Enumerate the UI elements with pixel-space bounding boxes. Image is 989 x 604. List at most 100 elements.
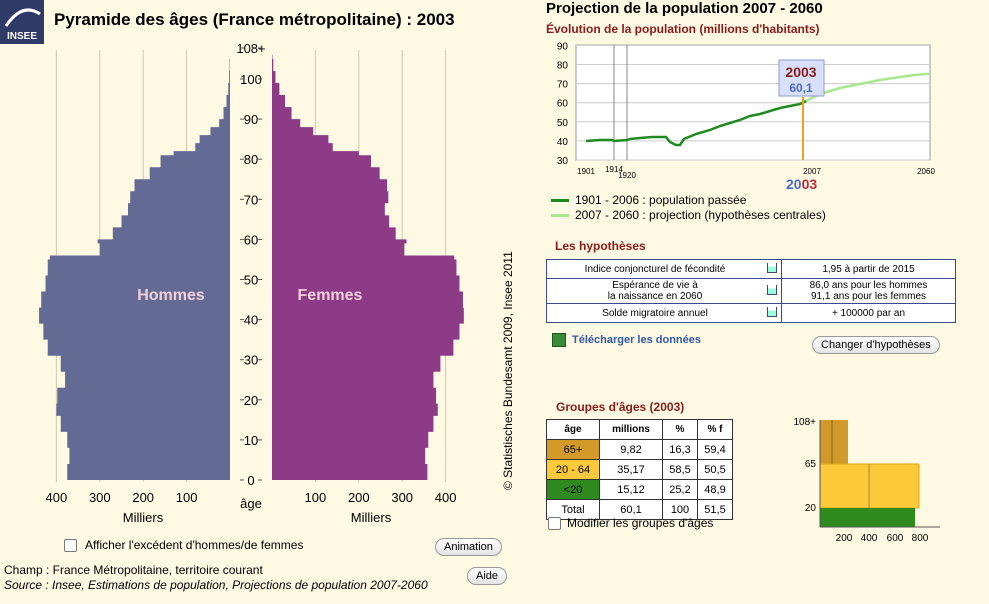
change-hypotheses-button[interactable]: Changer d'hypothèses [812,336,940,354]
modify-groups-label: Modifier les groupes d'âges [567,516,714,530]
x-tick-label: 1920 [618,171,636,180]
glass-icon[interactable] [763,303,782,323]
excedent-checkbox[interactable] [64,538,77,552]
tooltip-value: 60,1 [789,81,813,95]
spreadsheet-icon [552,333,566,347]
x-tick-label: 100 [176,490,198,505]
x-tick-label: 300 [89,490,111,505]
mini-bar-65plus [820,420,848,464]
excedent-checkbox-row[interactable]: Afficher l'excédent d'hommes/de femmes [64,538,303,552]
hypothesis-value: 1,95 à partir de 2015 [781,259,956,279]
y-tick-label: 40 [557,137,569,148]
aide-button[interactable]: Aide [467,567,508,585]
hypothesis-value: + 100000 par an [781,303,956,323]
age-axis-label: âge [240,496,262,511]
modify-groups-checkbox[interactable] [548,516,561,530]
selected-year-tooltip [778,59,825,97]
svg-text:20: 20 [805,503,817,514]
source-text: Source : Insee, Estimations de populatio… [4,578,428,592]
projection-line [805,72,930,103]
age-groups-mini-chart: 108+ 65 20 200 400 600 800 [793,417,940,544]
hypothesis-label: Solde migratoire annuel [546,303,763,323]
age-tick-label: 70 [244,192,258,207]
table-row: 65+ 9,82 16,3 59,4 [546,439,733,460]
logo-text: INSEE [7,31,37,42]
hypothesis-value: 91,1 ans pour les femmes [810,291,927,302]
femmes-label: Femmes [298,287,363,304]
hypothesis-fecondite-row[interactable]: Indice conjoncturel de fécondité 1,95 à … [546,259,956,279]
svg-text:65: 65 [805,459,817,470]
hypotheses-table: Indice conjoncturel de fécondité 1,95 à … [546,259,956,323]
col-header: âge [546,419,600,440]
table-row: <20 15,12 25,2 48,9 [546,479,733,500]
legend-projection: 2007 - 2060 : projection (hypothèses cen… [551,208,826,222]
y-tick-label: 50 [557,118,569,129]
hommes-pyramid-bars [39,54,230,480]
past-population-line [585,99,807,147]
svg-text:600: 600 [887,533,904,544]
glass-icon[interactable] [763,259,782,279]
hypothesis-label: Indice conjoncturel de fécondité [546,259,763,279]
hypothesis-label: la naissance en 2060 [607,291,703,302]
left-unit-label: Milliers [123,510,164,525]
excedent-checkbox-label: Afficher l'excédent d'hommes/de femmes [85,538,304,552]
right-unit-label: Milliers [351,510,392,525]
age-tick-label: 108+ [236,41,265,56]
x-tick-label: 100 [305,490,327,505]
y-tick-label: 30 [557,156,569,167]
table-row-total: Total 60,1 100 51,5 [546,499,733,520]
tooltip-year: 2003 [785,64,816,80]
hypothesis-label: Espérance de vie à [612,280,698,291]
age-tick-label: 40 [244,313,258,328]
y-tick-label: 90 [557,41,569,52]
x-tick-label: 300 [391,490,413,505]
modify-groups-row[interactable]: Modifier les groupes d'âges [548,516,713,530]
svg-text:108+: 108+ [793,417,816,428]
animation-button[interactable]: Animation [435,538,502,556]
svg-text:200: 200 [836,533,853,544]
hommes-label: Hommes [137,287,205,304]
svg-text:400: 400 [861,533,878,544]
x-tick-label: 200 [132,490,154,505]
groups-title: Groupes d'âges (2003) [556,400,685,414]
legend-past: 1901 - 2006 : population passée [551,193,746,207]
copyright-credit: © Statistisches Bundesamt 2009, Insee 20… [501,251,515,490]
age-group-cell: 20 - 64 [546,459,600,480]
age-tick-label: 90 [244,112,258,127]
x-tick-label: 400 [46,490,68,505]
x-tick-label: 1914 [605,165,623,174]
age-group-cell: 65+ [546,439,600,460]
champ-text: Champ : France Métropolitaine, territoir… [4,563,263,577]
hypotheses-title: Les hypothèses [555,239,646,253]
age-tick-label: 100 [240,72,262,87]
x-tick-label: 2007 [803,167,821,176]
col-header: % f [697,419,733,440]
hypothesis-esperance-row[interactable]: Espérance de vie à la naissance en 2060 8… [546,278,956,304]
y-tick-label: 80 [557,61,569,72]
age-tick-label: 60 [244,232,258,247]
y-tick-label: 60 [557,99,569,110]
glass-icon[interactable] [763,278,782,304]
legend-past-swatch [551,198,569,202]
legend-projection-swatch [551,213,569,217]
age-tick-label: 0 [247,473,254,488]
age-group-cell: <20 [546,479,600,500]
age-tick-label: 10 [244,433,258,448]
hypothesis-migration-row[interactable]: Solde migratoire annuel + 100000 par an [546,303,956,323]
pyramid-title: Pyramide des âges (France métropolitaine… [54,10,455,29]
x-tick-label: 200 [348,490,370,505]
mini-bar-under20 [820,508,915,527]
download-link[interactable]: Télécharger les données [552,333,701,347]
y-tick-label: 70 [557,80,569,91]
download-label: Télécharger les données [572,334,701,346]
legend-projection-label: 2007 - 2060 : projection (hypothèses cen… [575,208,826,222]
selected-year-label: 2003 [786,176,818,192]
svg-text:800: 800 [912,533,929,544]
femmes-pyramid-bars [272,54,464,480]
age-tick-label: 20 [244,393,258,408]
projection-title: Projection de la population 2007 - 2060 [546,0,823,17]
table-row: 20 - 64 35,17 58,5 50,5 [546,459,733,480]
insee-logo: INSEE [0,0,44,44]
